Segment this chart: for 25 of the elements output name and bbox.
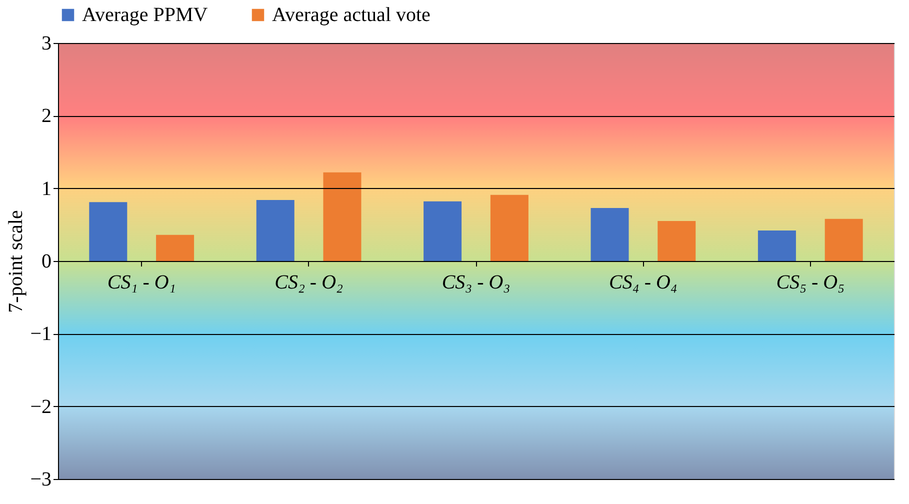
x-tick-label: CS₄ - O₄ [609,272,678,294]
y-tick-label: 2 [42,105,52,128]
x-tick-label: CS₅ - O₅ [776,272,845,294]
bar [490,194,528,261]
bar [256,200,294,261]
y-tick-label: 1 [42,178,52,200]
y-tick-label: −2 [30,396,52,418]
bar [424,201,462,261]
bar [590,208,629,261]
bar [89,202,128,261]
bar [156,234,194,261]
y-axis-title: 7-point scale [5,210,28,313]
y-tick-label: −3 [30,468,52,490]
x-tick-label: CS₂ - O₂ [274,272,344,294]
y-tick-label: 3 [42,32,52,54]
bar [824,218,863,261]
bar [758,230,796,261]
x-tick-label: CS₃ - O₃ [442,272,510,294]
legend-label: Average actual vote [272,4,431,26]
bar [658,221,696,261]
y-tick-label: 0 [42,250,52,272]
y-tick-label: −1 [30,323,52,346]
legend-label: Average PPMV [82,4,208,26]
x-tick-label: CS₁ - O₁ [107,272,176,294]
bar [323,172,362,261]
